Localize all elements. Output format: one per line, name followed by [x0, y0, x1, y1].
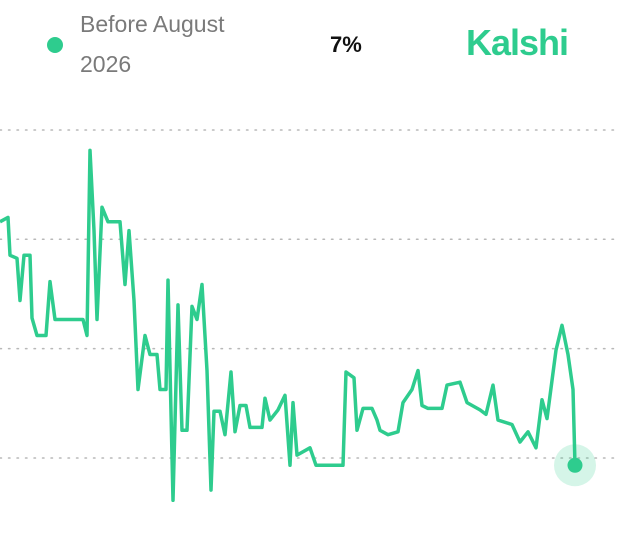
- current-value: 7%: [330, 32, 362, 57]
- brand-logo: Kalshi: [466, 22, 569, 63]
- legend-label: Before August 2026: [80, 11, 225, 77]
- line: [0, 148, 577, 503]
- legend-dot: [47, 37, 63, 53]
- end-point: [567, 457, 583, 473]
